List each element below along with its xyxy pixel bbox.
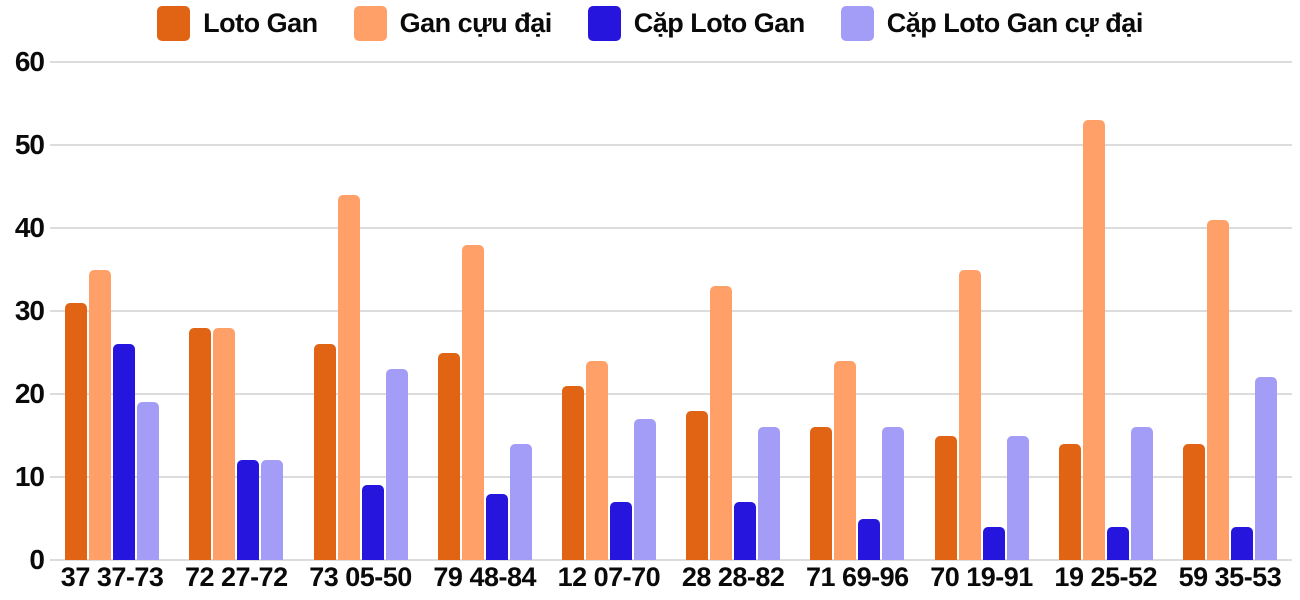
bar-series-4 xyxy=(509,443,532,560)
x-axis-category-label: 71 69-96 xyxy=(806,562,909,592)
bar-group xyxy=(1168,62,1292,560)
bar-series-1 xyxy=(810,427,833,560)
bar-group xyxy=(50,62,174,560)
bar-group xyxy=(671,62,795,560)
bar-series-3 xyxy=(113,344,136,560)
bar-group xyxy=(174,62,298,560)
y-axis-tick-label: 10 xyxy=(14,461,45,492)
legend-swatch-icon xyxy=(840,6,874,41)
bar-series-1 xyxy=(437,352,460,560)
legend-swatch-icon xyxy=(157,6,191,41)
bar-series-4 xyxy=(1006,435,1029,560)
bar-series-2 xyxy=(213,327,236,560)
bar-series-2 xyxy=(585,360,608,560)
bar-series-1 xyxy=(686,410,709,560)
x-axis-labels: 37 37-73 72 27-72 73 05-50 79 48-84 12 07-70… xyxy=(50,564,1292,591)
bar-series-3 xyxy=(485,493,508,560)
bar-group xyxy=(1044,62,1168,560)
bar-series-3 xyxy=(1106,526,1129,560)
bar-series-2 xyxy=(834,360,857,560)
bar-series-1 xyxy=(1182,443,1205,560)
legend-item-label: Loto Gan xyxy=(203,8,318,38)
legend-item-2[interactable]: Gan cựu đại xyxy=(353,6,553,41)
y-axis-tick-label: 50 xyxy=(14,129,45,160)
gridline-50 xyxy=(50,144,1292,146)
gridline-10 xyxy=(50,476,1292,478)
gridline-20 xyxy=(50,393,1292,395)
legend-item-label: Cặp Loto Gan xyxy=(633,8,806,38)
legend-item-4[interactable]: Cặp Loto Gan cự đại xyxy=(840,6,1144,41)
bar-series-2 xyxy=(89,269,112,560)
x-axis-category-label: 37 37-73 xyxy=(60,562,164,592)
bar-series-2 xyxy=(1082,120,1105,560)
bar-series-2 xyxy=(710,286,733,560)
bar-series-3 xyxy=(858,518,881,560)
gridline-60 xyxy=(50,61,1292,63)
x-axis-category-label: 19 25-52 xyxy=(1054,562,1158,592)
y-axis-tick-label: 20 xyxy=(14,378,45,409)
legend-item-label: Gan cựu đại xyxy=(399,8,553,38)
x-axis-category-label: 73 05-50 xyxy=(309,562,412,592)
x-axis-category-label: 70 19-91 xyxy=(930,562,1033,592)
bar-series-1 xyxy=(934,435,957,560)
bar-series-2 xyxy=(461,244,484,560)
bar-group xyxy=(423,62,547,560)
bar-series-3 xyxy=(361,485,384,560)
bar-group xyxy=(298,62,422,560)
bar-series-4 xyxy=(758,427,781,560)
y-axis-tick-label: 0 xyxy=(29,544,45,575)
bar-series-1 xyxy=(313,344,336,560)
bar-groups xyxy=(50,62,1292,560)
bar-series-4 xyxy=(633,418,656,560)
bar-series-2 xyxy=(1206,219,1229,560)
bar-series-1 xyxy=(65,302,88,560)
bar-series-1 xyxy=(561,385,584,560)
legend-item-label: Cặp Loto Gan cự đại xyxy=(886,8,1144,38)
bar-series-2 xyxy=(958,269,981,560)
bar-series-4 xyxy=(882,427,905,560)
legend-item-3[interactable]: Cặp Loto Gan xyxy=(587,6,806,41)
y-axis-tick-label: 40 xyxy=(14,212,45,243)
legend-swatch-icon xyxy=(587,6,621,41)
bar-series-4 xyxy=(261,460,284,560)
y-axis-tick-label: 30 xyxy=(14,295,45,326)
x-axis-category-label: 59 35-53 xyxy=(1178,562,1282,592)
bar-series-3 xyxy=(734,501,757,560)
x-axis-category-label: 79 48-84 xyxy=(433,562,536,592)
bar-series-3 xyxy=(609,501,632,560)
y-axis-tick-label: 60 xyxy=(14,46,45,77)
bar-series-4 xyxy=(1130,427,1153,560)
bar-group xyxy=(547,62,671,560)
bar-group xyxy=(795,62,919,560)
bar-series-3 xyxy=(982,526,1005,560)
bar-group xyxy=(919,62,1043,560)
bar-series-1 xyxy=(189,327,212,560)
x-axis-category-label: 72 27-72 xyxy=(185,562,288,592)
gridline-40 xyxy=(50,227,1292,229)
plot-area xyxy=(50,61,1292,561)
bar-series-4 xyxy=(1254,377,1277,560)
bar-series-3 xyxy=(1230,526,1253,560)
gridline-0 xyxy=(50,559,1292,561)
bar-series-1 xyxy=(1058,443,1081,560)
chart-legend: Loto Gan Gan cựu đại Cặp Loto Gan Cặp Loto … xyxy=(0,6,1300,41)
x-axis-category-label: 12 07-70 xyxy=(557,562,661,592)
bar-series-2 xyxy=(337,194,360,560)
legend-item-1[interactable]: Loto Gan xyxy=(157,6,318,41)
x-axis-category-label: 28 28-82 xyxy=(681,562,785,592)
bar-series-3 xyxy=(237,460,260,560)
bar-series-4 xyxy=(385,369,408,560)
legend-swatch-icon xyxy=(353,6,387,41)
gridline-30 xyxy=(50,310,1292,312)
bar-series-4 xyxy=(137,402,160,560)
